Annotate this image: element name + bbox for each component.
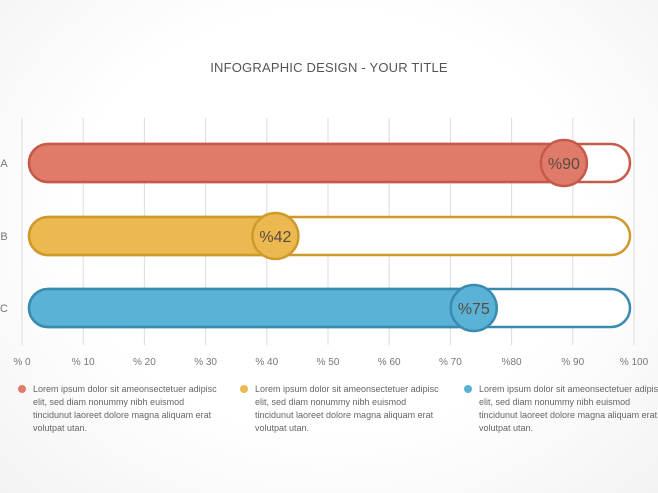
x-tick-label: % 60 (378, 357, 401, 368)
value-bubble (251, 211, 300, 261)
chart-title: INFOGRAPHIC DESIGN - YOUR TITLE (210, 60, 448, 75)
x-tick-label: % 70 (439, 357, 462, 368)
x-tick-label: % 20 (133, 357, 156, 368)
x-tick-label: % 40 (255, 357, 278, 368)
legend-color-dot (464, 385, 472, 393)
category-label: B (0, 231, 7, 243)
legend-text: Lorem ipsum dolor sit ameonsectetuer adi… (255, 384, 439, 433)
legend-color-dot (18, 385, 26, 393)
x-tick-label: % 100 (620, 357, 649, 368)
x-tick-label: % 10 (72, 357, 95, 368)
x-tick-label: % 50 (317, 357, 340, 368)
value-label: %42 (259, 229, 291, 246)
x-tick-label: % 30 (194, 357, 217, 368)
legend-color-dot (240, 385, 248, 393)
x-tick-label: % 90 (561, 357, 584, 368)
x-tick-label: %80 (502, 357, 522, 368)
value-label: %90 (548, 156, 580, 173)
value-bubble (539, 138, 589, 188)
legend-text: Lorem ipsum dolor sit ameonsectetuer adi… (33, 384, 217, 433)
category-label: C (0, 303, 8, 315)
value-label: %75 (458, 301, 490, 318)
bar-fill (27, 287, 481, 329)
x-tick-label: % 0 (13, 357, 31, 368)
value-bubble (449, 283, 498, 333)
legend-text: Lorem ipsum dolor sit ameonsectetuer adi… (479, 384, 658, 433)
bar-fill (27, 215, 283, 257)
bar-fill (27, 142, 572, 184)
category-label: A (0, 158, 8, 170)
